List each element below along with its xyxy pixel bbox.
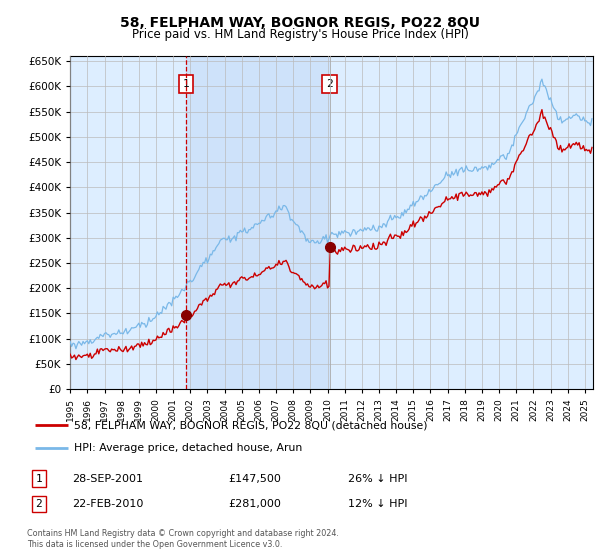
Text: 2: 2 [326,80,333,90]
Text: HPI: Average price, detached house, Arun: HPI: Average price, detached house, Arun [74,444,302,454]
Text: Contains HM Land Registry data © Crown copyright and database right 2024.
This d: Contains HM Land Registry data © Crown c… [27,529,339,549]
Text: Price paid vs. HM Land Registry's House Price Index (HPI): Price paid vs. HM Land Registry's House … [131,28,469,41]
Text: 58, FELPHAM WAY, BOGNOR REGIS, PO22 8QU: 58, FELPHAM WAY, BOGNOR REGIS, PO22 8QU [120,16,480,30]
Text: £281,000: £281,000 [228,499,281,509]
Bar [186,56,330,389]
Text: 22-FEB-2010: 22-FEB-2010 [72,499,143,509]
Text: 12% ↓ HPI: 12% ↓ HPI [348,499,407,509]
Text: 26% ↓ HPI: 26% ↓ HPI [348,474,407,484]
Text: 1: 1 [35,474,43,484]
Text: £147,500: £147,500 [228,474,281,484]
Text: 28-SEP-2001: 28-SEP-2001 [72,474,143,484]
Text: 2: 2 [35,499,43,509]
Text: 58, FELPHAM WAY, BOGNOR REGIS, PO22 8QU (detached house): 58, FELPHAM WAY, BOGNOR REGIS, PO22 8QU … [74,420,427,430]
Text: 1: 1 [182,80,190,90]
